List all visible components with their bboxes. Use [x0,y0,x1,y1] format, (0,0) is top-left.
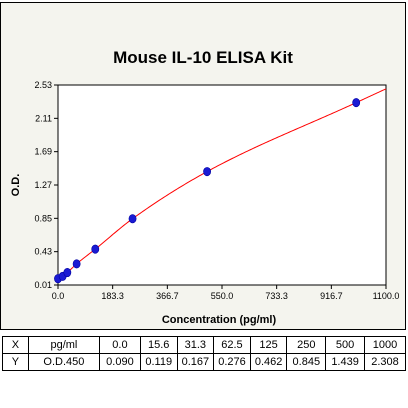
table-row-y: Y O.D.450 0.090 0.119 0.167 0.276 0.462 … [2,353,407,371]
y-axis-title: O.D. [10,174,22,197]
y-tick-label: 2.11 [35,113,52,123]
chart-panel: Mouse IL-10 ELISA Kit 0.01 0.43 0.85 1.27 1.… [0,2,406,330]
table-cell: Y [2,353,29,371]
x-tick-label: 550.0 [211,291,234,301]
table-cell: 2.308 [363,353,407,371]
data-point [63,268,72,278]
y-tick-label: 0.43 [34,247,52,257]
table-cell: 15.6 [139,336,178,354]
x-tick-label: 0.0 [52,291,65,301]
data-points [54,98,361,284]
table-row-x: X pg/ml 0.0 15.6 31.3 62.5 125 250 500 1… [2,336,407,354]
data-point [203,167,211,177]
fit-curve [57,88,387,280]
table-cell: 0.119 [139,353,178,371]
y-tick-label: 1.27 [34,180,52,190]
data-point [72,259,81,269]
x-tick-label: 916.7 [320,291,343,301]
table-cell: 0.462 [249,353,288,371]
x-axis-title: Concentration (pg/ml) [162,314,277,326]
table-cell: 1000 [363,336,407,354]
table-cell: 31.3 [176,336,215,354]
data-point [352,98,361,108]
table-cell: 0.0 [98,336,141,354]
standards-table: X pg/ml 0.0 15.6 31.3 62.5 125 250 500 1… [2,336,407,371]
table-cell: 0.090 [98,353,141,371]
table-cell: 0.276 [213,353,251,371]
table-cell: 500 [325,336,365,354]
y-tick-label: 1.69 [34,147,52,157]
table-cell: 0.167 [176,353,215,371]
y-tick-label: 2.53 [34,80,52,90]
standard-curve-chart: Mouse IL-10 ELISA Kit 0.01 0.43 0.85 1.27 1.… [10,48,400,326]
data-point [91,244,100,254]
table-cell: 62.5 [213,336,251,354]
x-tick-label: 366.7 [156,291,179,301]
table-cell: 0.845 [286,353,327,371]
table-cell: pg/ml [27,336,100,354]
chart-title: Mouse IL-10 ELISA Kit [113,48,293,67]
table-cell: 1.439 [325,353,365,371]
y-axis: 0.01 0.43 0.85 1.27 1.69 2.11 2.53 [34,80,58,290]
table-cell: 250 [286,336,327,354]
x-axis: 0.0 183.3 366.7 550.0 733.3 916.7 1100.0 [52,285,400,301]
table-cell: 125 [249,336,288,354]
x-tick-label: 1100.0 [373,291,400,301]
data-point [128,214,137,224]
x-tick-label: 733.3 [265,291,288,301]
x-tick-label: 183.3 [101,291,124,301]
table-cell: X [2,336,29,354]
plot-area [57,84,387,286]
y-tick-label: 0.01 [34,280,52,290]
y-tick-label: 0.85 [34,213,52,223]
table-cell: O.D.450 [27,353,100,371]
